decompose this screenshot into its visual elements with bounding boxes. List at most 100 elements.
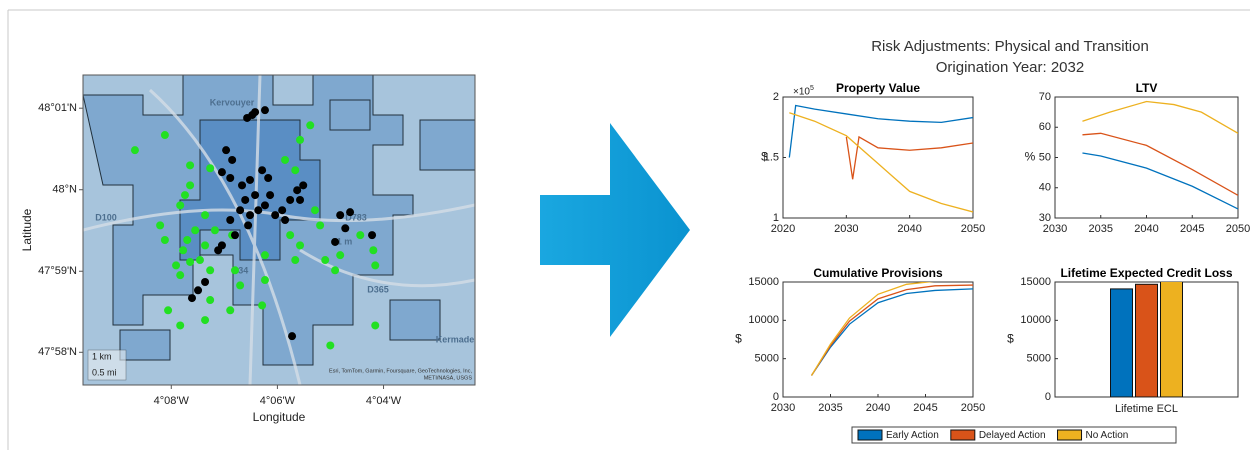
bar — [1160, 282, 1183, 397]
y-tick-label: 47°58'N — [38, 346, 77, 358]
map-point — [299, 181, 308, 190]
plot-area — [782, 281, 974, 398]
legend-box — [851, 426, 1177, 444]
map-point — [288, 332, 297, 341]
map-label: D365 — [367, 284, 389, 294]
map-point — [236, 206, 245, 215]
map-point — [260, 276, 269, 285]
map-point — [281, 155, 290, 164]
map-points — [130, 106, 380, 350]
map-point — [231, 231, 240, 240]
chart-title: LTV — [1136, 81, 1158, 95]
x-tick-label: Lifetime ECL — [1115, 403, 1178, 415]
map-point — [244, 221, 253, 230]
legend-label: Early Action — [886, 430, 939, 441]
figure-subtitle: Origination Year: 2032 — [936, 59, 1084, 76]
map-point — [356, 231, 365, 240]
x-tick-label: 2030 — [834, 223, 858, 235]
map-point — [191, 226, 200, 235]
map-point — [260, 251, 269, 260]
map-scale-label: 0.5 mi — [92, 367, 117, 377]
y-axis-label: $ — [761, 150, 768, 164]
y-tick-label: 50 — [1039, 151, 1051, 163]
map-point — [222, 146, 231, 155]
x-tick-label: 2030 — [771, 402, 795, 414]
x-tick-label: 2030 — [1043, 223, 1067, 235]
y-tick-label: 2 — [773, 91, 779, 103]
map-point — [226, 306, 235, 315]
y-axis-label: % — [1025, 150, 1036, 164]
x-tick-label: 2020 — [771, 223, 795, 235]
map-label: D34 — [232, 265, 249, 275]
map-point — [164, 306, 173, 315]
map-point — [226, 174, 235, 183]
map-attribution: Esri, TomTom, Garmin, Foursquare, GeoTec… — [329, 368, 472, 374]
map-point — [281, 215, 290, 224]
line-series — [788, 104, 973, 158]
map-point — [311, 206, 320, 215]
y-tick-label: 0 — [1045, 391, 1051, 403]
map-point — [236, 281, 245, 290]
map-point — [238, 181, 247, 190]
map-point — [201, 277, 210, 286]
map-point — [336, 211, 345, 220]
y-tick-label: 5000 — [1027, 353, 1051, 365]
map-point — [201, 211, 210, 220]
legend-label: No Action — [1086, 430, 1129, 441]
map-point — [176, 271, 185, 280]
map-point — [291, 256, 300, 265]
map-point — [241, 195, 250, 204]
y-scale-exponent: 5 — [810, 85, 814, 92]
y-tick-label: 10000 — [748, 314, 779, 326]
line-series — [845, 135, 973, 180]
x-axis-label: Longitude — [253, 410, 306, 424]
x-tick-label: 2045 — [1180, 223, 1204, 235]
line-series — [1082, 152, 1238, 210]
x-tick-label: 2040 — [1134, 223, 1158, 235]
map-point — [187, 294, 196, 303]
map-point — [258, 301, 267, 310]
map-point — [371, 261, 380, 270]
map-point — [321, 256, 330, 265]
y-tick-label: 5000 — [755, 353, 779, 365]
legend-swatch — [950, 429, 976, 441]
map-point — [231, 266, 240, 275]
map-point — [206, 266, 215, 275]
map-point — [214, 246, 223, 255]
map-point — [260, 106, 269, 115]
x-tick-label: 4°08'W — [154, 395, 190, 407]
y-axis-label: $ — [1007, 332, 1014, 346]
y-axis-label: $ — [735, 332, 742, 346]
x-tick-label: 4°04'W — [366, 395, 402, 407]
chart-title: Cumulative Provisions — [813, 266, 943, 280]
x-tick-label: 2050 — [1226, 223, 1250, 235]
map-label: D100 — [95, 212, 117, 222]
line-series — [789, 112, 973, 213]
figure-title: Risk Adjustments: Physical and Transitio… — [871, 38, 1149, 55]
y-tick-label: 15000 — [748, 276, 779, 288]
map-scale-label: 1 km — [92, 351, 112, 361]
map-point — [176, 201, 185, 210]
map-point — [278, 206, 287, 215]
bar — [1110, 288, 1133, 397]
map-point — [206, 296, 215, 305]
chart-title: Lifetime Expected Credit Loss — [1060, 266, 1232, 280]
map-point — [368, 231, 377, 240]
map-point — [156, 221, 165, 230]
y-scale-label: ×10 — [793, 87, 810, 98]
map-point — [346, 208, 355, 217]
map-point — [180, 191, 189, 200]
y-tick-label: 15000 — [1020, 276, 1051, 288]
x-tick-label: 2045 — [913, 402, 937, 414]
map-point — [286, 231, 295, 240]
map-point — [194, 286, 203, 295]
map-point — [271, 211, 280, 220]
map-point — [179, 246, 188, 255]
map-point — [186, 181, 195, 190]
x-tick-label: 2050 — [961, 402, 985, 414]
map-point — [369, 246, 378, 255]
y-tick-label: 1.5 — [764, 151, 779, 163]
map-frame — [82, 74, 476, 386]
map-point — [291, 166, 300, 175]
